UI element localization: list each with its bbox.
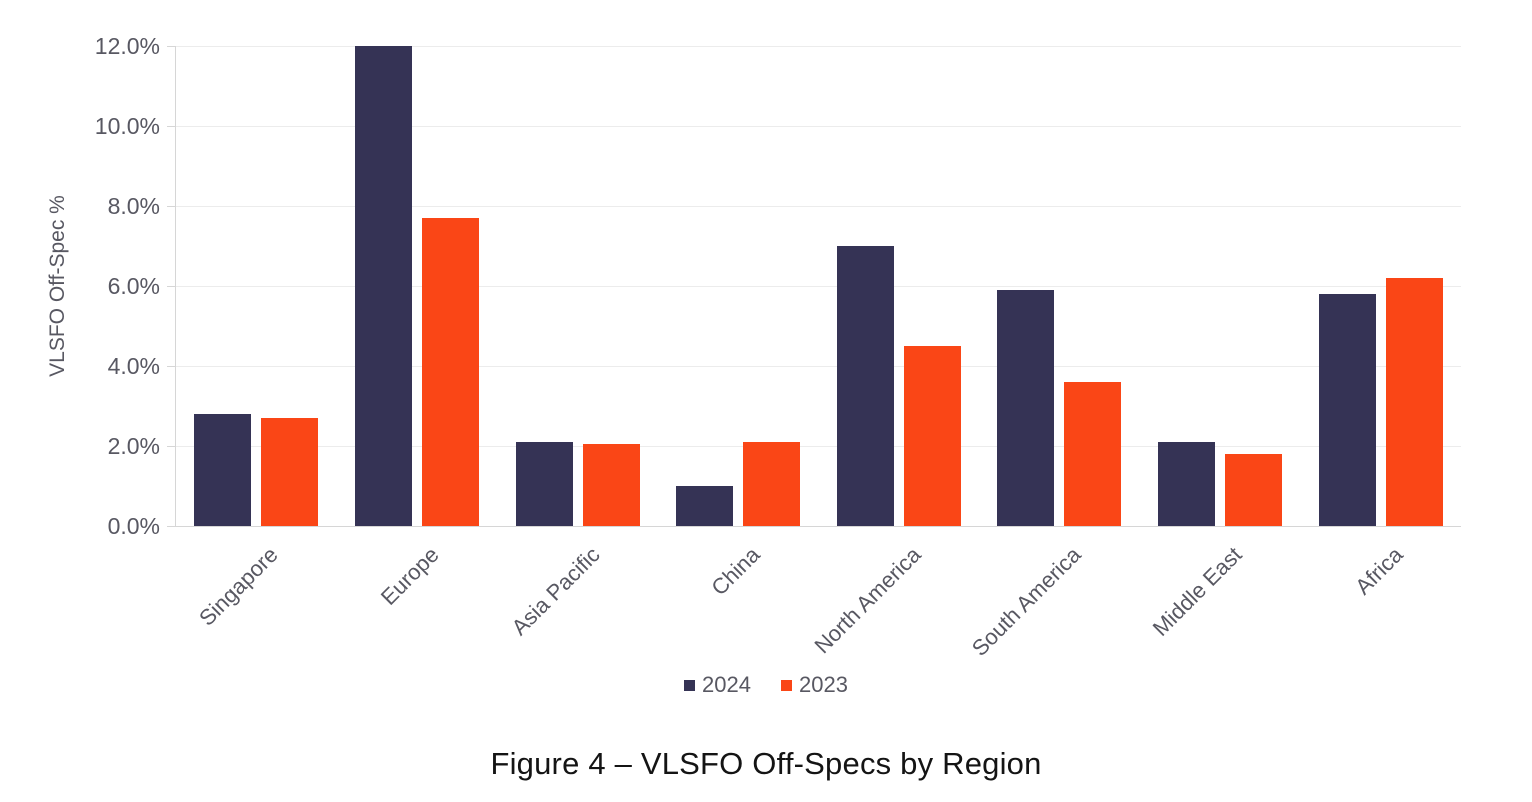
bar-2024-europe: [354, 46, 412, 526]
bar-chart: VLSFO Off-Spec % 0.0% 2.0% 4.0% 6.0% 8.0% 10.…: [0, 33, 1532, 698]
x-label-asia-pacific: Asia Pacific: [506, 542, 605, 641]
legend-swatch-2024: [684, 679, 696, 691]
y-tick-label-0-0-: 0.0%: [107, 513, 160, 539]
bar-2023-middle-east: [1225, 454, 1283, 526]
figure-caption: Figure 4 – VLSFO Off-Specs by Region: [490, 746, 1042, 781]
y-tick-mark: [167, 526, 175, 527]
bar-2023-china: [743, 442, 801, 526]
bar-2023-singapore: [261, 418, 319, 526]
bar-2024-africa: [1318, 294, 1376, 526]
y-tick-mark: [167, 286, 175, 287]
y-tick-mark: [167, 46, 175, 47]
bar-2024-asia-pacific: [515, 442, 573, 526]
x-label-europe: Europe: [375, 542, 444, 610]
x-label-singapore: Singapore: [194, 542, 283, 631]
gridline-4-0-: [176, 366, 1461, 367]
y-tick-label-8-0-: 8.0%: [107, 193, 160, 219]
gridline-10-0-: [176, 126, 1461, 127]
bar-2024-middle-east: [1158, 442, 1216, 526]
bar-2023-south-america: [1064, 382, 1122, 526]
gridline-8-0-: [176, 206, 1461, 207]
y-tick-label-2-0-: 2.0%: [107, 433, 160, 459]
legend-label-2023: 2023: [799, 672, 848, 697]
bar-2023-europe: [421, 218, 479, 526]
x-label-china: China: [706, 542, 765, 601]
bar-2023-north-america: [903, 346, 961, 526]
bar-2024-singapore: [194, 414, 252, 526]
bar-2023-asia-pacific: [582, 444, 640, 526]
legend: 2024 2023: [0, 672, 1532, 698]
legend-swatch-2023: [781, 679, 792, 691]
bar-2024-china: [676, 486, 734, 526]
y-tick-mark: [167, 126, 175, 127]
y-tick-label-12-0-: 12.0%: [94, 33, 160, 59]
legend-item-2023: 2023: [781, 672, 848, 698]
y-tick-mark: [167, 366, 175, 367]
x-label-south-america: South America: [967, 542, 1087, 661]
gridline-12-0-: [176, 46, 1461, 47]
gridline-6-0-: [176, 286, 1461, 287]
y-tick-label-6-0-: 6.0%: [107, 273, 160, 299]
x-label-middle-east: Middle East: [1147, 542, 1247, 641]
legend-label-2024: 2024: [702, 672, 751, 697]
bar-2024-north-america: [836, 246, 894, 526]
plot-area: [175, 46, 1461, 527]
bar-2024-south-america: [997, 290, 1055, 526]
x-label-africa: Africa: [1349, 542, 1408, 600]
bar-2023-africa: [1385, 278, 1443, 526]
y-tick-mark: [167, 206, 175, 207]
legend-item-2024: 2024: [684, 672, 751, 698]
y-tick-label-4-0-: 4.0%: [107, 353, 160, 379]
y-tick-mark: [167, 446, 175, 447]
y-tick-label-10-0-: 10.0%: [94, 113, 160, 139]
gridline-2-0-: [176, 446, 1461, 447]
x-label-north-america: North America: [809, 542, 926, 659]
